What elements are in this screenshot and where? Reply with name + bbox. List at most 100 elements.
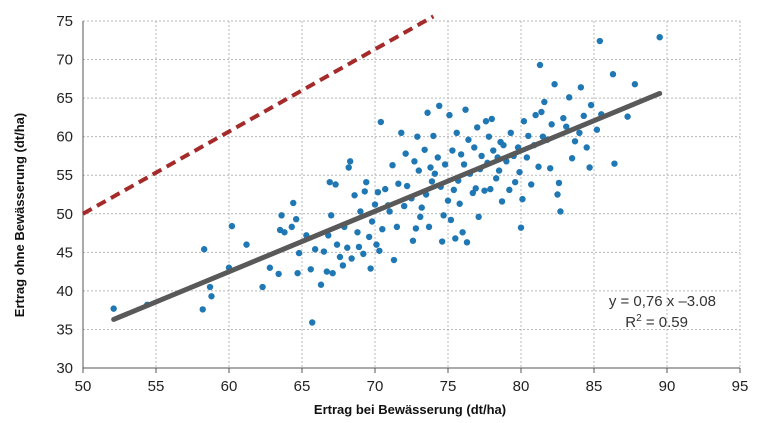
data-point bbox=[490, 147, 497, 154]
data-point bbox=[336, 253, 344, 261]
data-point bbox=[506, 186, 513, 194]
data-point bbox=[373, 241, 380, 248]
data-point bbox=[440, 212, 447, 219]
r-squared-label: R2 = 0.59 bbox=[625, 313, 688, 331]
data-point bbox=[474, 124, 481, 131]
data-point bbox=[402, 150, 409, 157]
data-point bbox=[377, 118, 385, 126]
data-point bbox=[411, 158, 418, 165]
data-point bbox=[656, 33, 663, 41]
data-point bbox=[418, 204, 425, 211]
y-tick-labels: 30 35 40 45 50 55 60 65 70 75 bbox=[56, 13, 73, 377]
data-point bbox=[281, 229, 288, 236]
y-tick-label: 75 bbox=[56, 13, 73, 30]
data-point bbox=[326, 178, 333, 186]
data-point bbox=[557, 208, 564, 215]
data-point bbox=[328, 212, 335, 219]
data-point bbox=[580, 112, 587, 120]
data-point bbox=[498, 198, 506, 205]
data-point bbox=[288, 223, 295, 231]
data-point bbox=[554, 191, 561, 198]
data-point bbox=[371, 201, 379, 208]
data-point bbox=[382, 185, 389, 193]
data-point bbox=[478, 152, 485, 160]
data-point bbox=[487, 185, 494, 193]
data-point bbox=[427, 164, 434, 171]
data-point bbox=[320, 248, 328, 255]
data-point bbox=[535, 163, 542, 170]
data-point bbox=[452, 235, 459, 242]
data-point bbox=[587, 101, 595, 109]
data-point bbox=[403, 182, 411, 190]
data-point bbox=[351, 192, 358, 199]
data-point bbox=[500, 141, 507, 149]
data-point bbox=[434, 154, 441, 161]
data-point bbox=[110, 305, 117, 312]
data-point bbox=[611, 160, 618, 167]
data-point bbox=[446, 111, 453, 119]
data-point bbox=[199, 306, 206, 313]
data-point bbox=[541, 98, 548, 106]
data-point bbox=[228, 222, 236, 230]
data-point bbox=[339, 262, 347, 269]
x-tick-label: 55 bbox=[148, 378, 165, 395]
data-point bbox=[576, 129, 583, 137]
data-point bbox=[450, 186, 458, 194]
data-point bbox=[624, 113, 631, 120]
x-tick-label: 50 bbox=[75, 378, 92, 395]
data-point bbox=[596, 37, 604, 45]
data-point bbox=[438, 238, 446, 245]
data-point bbox=[348, 255, 355, 262]
data-point bbox=[398, 129, 405, 137]
data-point bbox=[551, 81, 558, 88]
data-point bbox=[495, 167, 503, 174]
y-tick-label: 65 bbox=[56, 90, 73, 107]
data-point bbox=[492, 175, 500, 182]
data-point bbox=[412, 225, 420, 232]
data-point bbox=[507, 129, 514, 137]
data-point bbox=[444, 197, 452, 204]
data-point bbox=[424, 109, 431, 116]
data-point bbox=[516, 168, 523, 176]
data-points bbox=[110, 33, 663, 326]
data-point bbox=[376, 247, 383, 254]
data-point bbox=[538, 108, 545, 116]
r-squared-value: = 0.59 bbox=[642, 314, 688, 331]
data-point bbox=[532, 111, 539, 119]
data-point bbox=[453, 129, 460, 137]
data-point bbox=[472, 185, 479, 192]
data-point bbox=[421, 146, 428, 153]
data-point bbox=[577, 84, 585, 91]
data-point bbox=[465, 136, 472, 143]
gridlines bbox=[83, 20, 741, 368]
data-point bbox=[395, 180, 402, 187]
data-point bbox=[460, 161, 468, 168]
reference-line bbox=[82, 14, 435, 216]
data-point bbox=[459, 229, 466, 236]
data-point bbox=[609, 71, 617, 78]
data-point bbox=[528, 181, 535, 188]
data-point bbox=[417, 213, 424, 221]
data-point bbox=[345, 164, 352, 171]
data-point bbox=[368, 218, 376, 225]
data-point bbox=[200, 246, 208, 253]
y-tick-label: 45 bbox=[56, 244, 73, 261]
data-point bbox=[488, 115, 495, 123]
data-point bbox=[317, 281, 325, 288]
data-point bbox=[449, 147, 456, 154]
data-point bbox=[560, 114, 567, 122]
data-point bbox=[367, 265, 374, 272]
x-tick-label: 80 bbox=[513, 378, 530, 395]
data-point bbox=[354, 229, 361, 236]
data-point bbox=[292, 215, 300, 223]
y-tick-label: 70 bbox=[56, 52, 73, 69]
data-point bbox=[346, 158, 354, 165]
x-tick-label: 70 bbox=[367, 378, 384, 395]
data-point bbox=[593, 126, 601, 133]
data-point bbox=[357, 208, 364, 215]
data-point bbox=[401, 202, 408, 210]
data-point bbox=[278, 212, 285, 219]
data-point bbox=[333, 241, 341, 248]
data-point bbox=[243, 241, 250, 248]
